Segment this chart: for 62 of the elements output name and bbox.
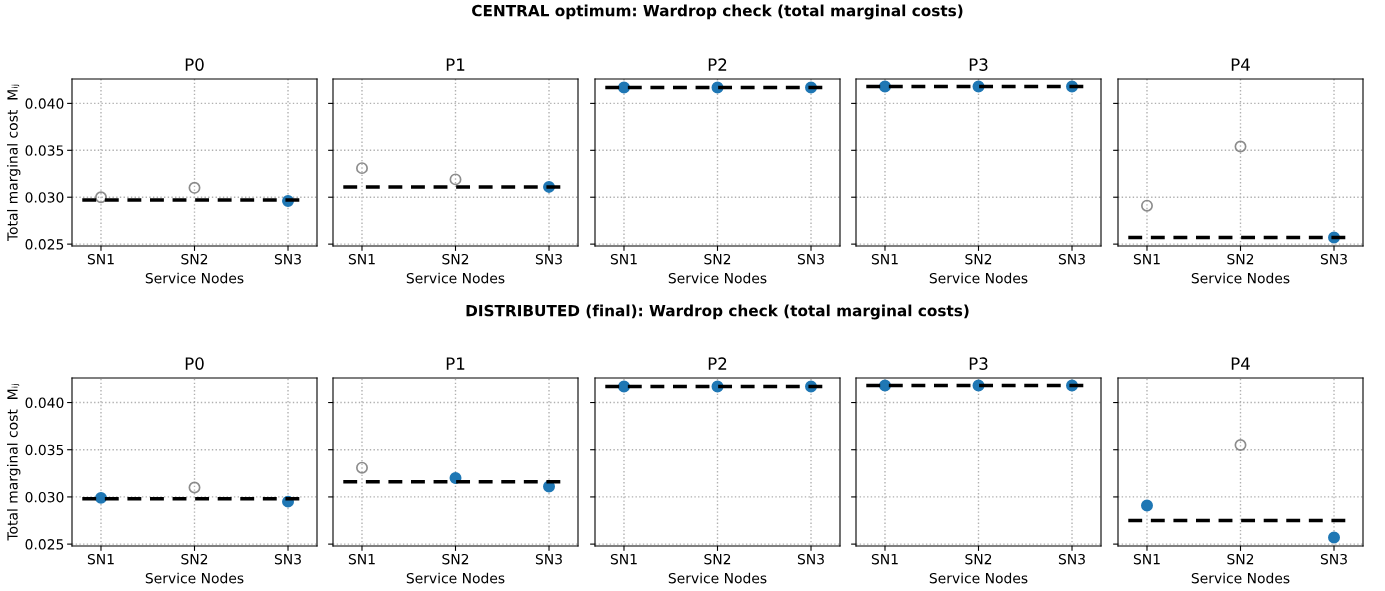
x-tick-label: SN1 (87, 253, 114, 265)
x-axis-title: Service Nodes (668, 572, 767, 584)
x-tick-label: SN3 (535, 253, 562, 265)
x-tick-label: SN3 (1058, 253, 1085, 265)
x-tick-label: SN3 (1320, 553, 1347, 565)
y-axis-title: Total marginal cost Mᵢⱼ (6, 84, 21, 242)
x-axis-title: Service Nodes (929, 572, 1028, 584)
chart-title: P3 (969, 357, 988, 370)
x-tick-label: SN3 (797, 253, 824, 265)
chart-title: P3 (969, 58, 988, 71)
x-axis-title: Service Nodes (145, 572, 244, 584)
x-tick-label: SN1 (1133, 253, 1160, 265)
chart-title: P0 (185, 58, 204, 71)
chart-title: P0 (185, 357, 204, 370)
x-tick-label: SN2 (965, 253, 992, 265)
y-tick-label: 0.040 (25, 98, 64, 109)
x-tick-label: SN3 (797, 553, 824, 565)
x-tick-label: SN2 (965, 553, 992, 565)
chart-title: P4 (1231, 58, 1250, 71)
chart-title: P2 (708, 58, 727, 71)
x-tick-label: SN3 (1058, 553, 1085, 565)
chart-title: P4 (1231, 357, 1250, 370)
y-tick-label: 0.040 (25, 397, 64, 409)
y-axis-title: Total marginal cost Mᵢⱼ (6, 384, 21, 541)
x-axis-title: Service Nodes (406, 272, 505, 284)
x-tick-label: SN3 (274, 253, 301, 265)
y-tick-label: 0.030 (25, 192, 64, 203)
x-axis-title: Service Nodes (145, 272, 244, 284)
x-axis-title: Service Nodes (1191, 572, 1290, 584)
x-tick-label: SN3 (535, 553, 562, 565)
x-tick-label: SN2 (1227, 553, 1254, 565)
x-tick-label: SN2 (704, 553, 731, 565)
x-tick-label: SN3 (274, 553, 301, 565)
x-tick-label: SN1 (1133, 553, 1160, 565)
chart-title: P1 (446, 357, 465, 370)
y-tick-label: 0.025 (25, 239, 64, 250)
x-tick-label: SN1 (871, 553, 898, 565)
x-axis-title: Service Nodes (406, 572, 505, 584)
text: DISTRIBUTED (final): Wardrop check (total marginal costs) (466, 304, 969, 320)
y-tick-label: 0.030 (25, 491, 64, 503)
x-tick-label: SN1 (348, 253, 375, 265)
x-axis-title: Service Nodes (1191, 272, 1290, 284)
x-tick-label: SN2 (442, 553, 469, 565)
chart-title: P1 (446, 58, 465, 71)
x-axis-title: Service Nodes (668, 272, 767, 284)
x-tick-label: SN1 (871, 253, 898, 265)
chart-title: P2 (708, 357, 727, 370)
y-tick-label: 0.035 (25, 444, 64, 456)
x-tick-label: SN1 (610, 553, 637, 565)
x-tick-label: SN3 (1320, 253, 1347, 265)
x-tick-label: SN2 (181, 553, 208, 565)
y-tick-label: 0.035 (25, 145, 64, 156)
x-tick-label: SN2 (704, 253, 731, 265)
x-tick-label: SN1 (348, 553, 375, 565)
x-tick-label: SN2 (442, 253, 469, 265)
x-tick-label: SN2 (1227, 253, 1254, 265)
x-tick-label: SN1 (87, 553, 114, 565)
y-tick-label: 0.025 (25, 539, 64, 550)
x-tick-label: SN1 (610, 253, 637, 265)
x-axis-title: Service Nodes (929, 272, 1028, 284)
x-tick-label: SN2 (181, 253, 208, 265)
text: CENTRAL optimum: Wardrop check (total marginal costs) (472, 4, 963, 20)
